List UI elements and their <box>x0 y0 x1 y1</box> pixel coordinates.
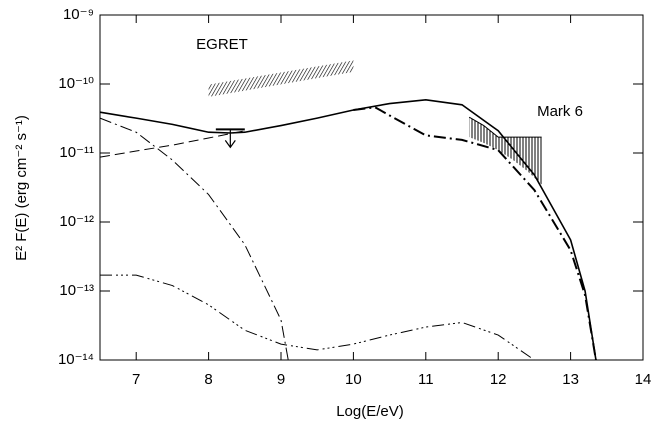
plot-frame <box>99 14 644 361</box>
x-tick-label: 13 <box>562 371 579 388</box>
egret-label: EGRET <box>196 36 248 53</box>
upper-limit-arrow <box>224 129 236 149</box>
series-line <box>353 106 597 361</box>
y-tick-label: 10⁻¹³ <box>59 282 94 299</box>
y-tick-label: 10⁻¹⁰ <box>58 75 94 92</box>
x-tick-label: 10 <box>345 371 362 388</box>
x-tick-label: 11 <box>418 371 434 388</box>
y-axis-label: E² F(E) (erg cm⁻² s⁻¹) <box>13 115 30 261</box>
series-line <box>99 130 245 158</box>
y-tick-label: 10⁻¹¹ <box>59 144 94 161</box>
x-tick-label: 7 <box>132 371 140 388</box>
x-tick-label: 8 <box>204 371 212 388</box>
x-axis-label: Log(E/eV) <box>336 403 404 420</box>
mark6-label: Mark 6 <box>537 103 583 120</box>
x-tick-label: 9 <box>277 371 285 388</box>
x-tick-label: 14 <box>635 371 652 388</box>
mark6-top <box>468 116 542 138</box>
x-tick-label: 12 <box>490 371 507 388</box>
y-tick-label: 10⁻¹² <box>59 213 94 230</box>
y-tick-label: 10⁻⁹ <box>63 6 94 23</box>
y-tick-label: 10⁻¹⁴ <box>58 351 94 368</box>
series-line <box>100 274 535 361</box>
mark6-band <box>469 117 542 185</box>
series-line <box>99 117 289 361</box>
series-line <box>99 99 597 361</box>
egret-band <box>208 60 354 97</box>
